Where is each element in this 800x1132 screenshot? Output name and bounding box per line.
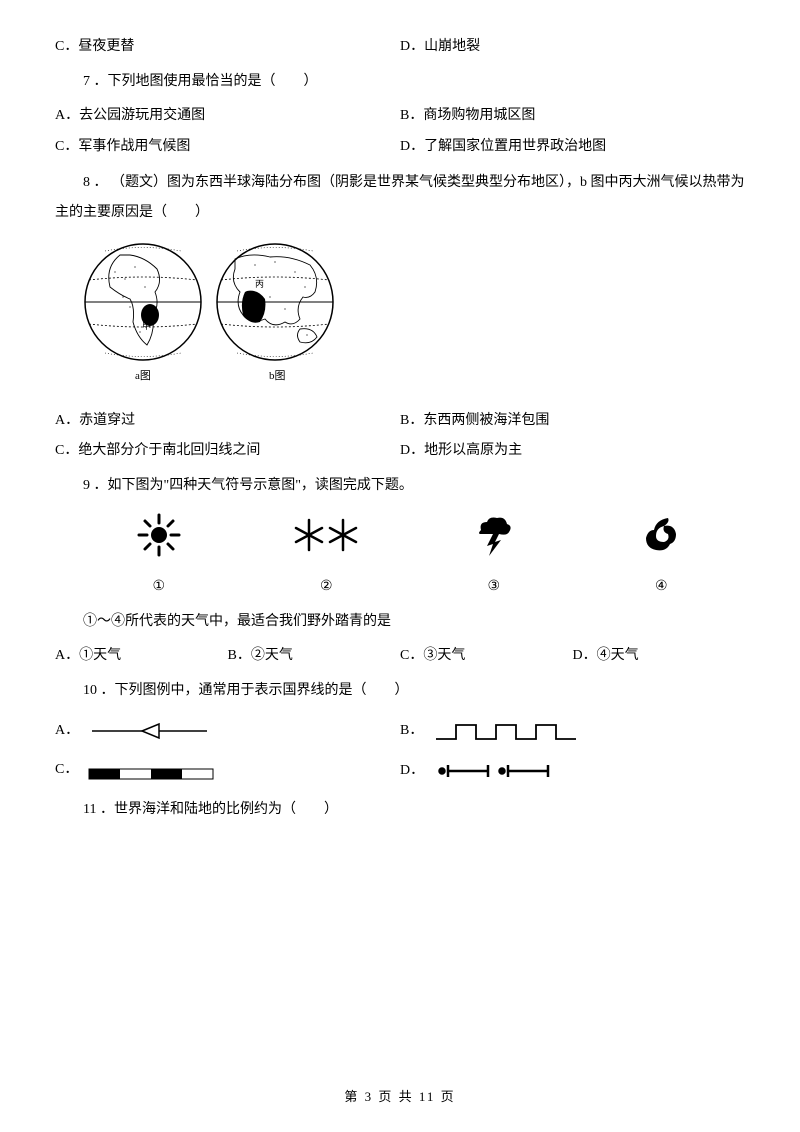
q10-text: 10 ．下列图例中，通常用于表示国界线的是（ ） bbox=[55, 678, 745, 705]
q9-option-c: C．③天气 bbox=[400, 643, 573, 670]
q10-c-label: C． bbox=[55, 757, 78, 784]
weather-label-2: ② bbox=[271, 574, 381, 601]
q10-option-a: A． bbox=[55, 717, 400, 745]
q8-option-c: C．绝大部分介于南北回归线之间 bbox=[55, 438, 400, 465]
q10-option-b: B． bbox=[400, 717, 745, 745]
q8-map-figure: 甲 a图 丙 b图 bbox=[75, 237, 745, 398]
q10-option-c: C． bbox=[55, 757, 400, 784]
q10-options-row2: C． D． bbox=[55, 757, 745, 785]
q9-option-b: B．②天气 bbox=[228, 643, 401, 670]
sun-icon bbox=[136, 512, 182, 558]
q8-options-row2: C．绝大部分介于南北回归线之间 D．地形以高原为主 bbox=[55, 438, 745, 465]
q8-option-a: A．赤道穿过 bbox=[55, 408, 400, 435]
legend-b-icon bbox=[431, 717, 581, 745]
q7-option-c: C．军事作战用气候图 bbox=[55, 134, 400, 161]
q8-option-d: D．地形以高原为主 bbox=[400, 438, 745, 465]
q8-options-row1: A．赤道穿过 B．东西两侧被海洋包围 bbox=[55, 408, 745, 435]
q9-subtext: ①～④所代表的天气中，最适合我们野外踏青的是 bbox=[55, 609, 745, 636]
q9-option-d: D．④天气 bbox=[573, 643, 746, 670]
q7-option-d: D．了解国家位置用世界政治地图 bbox=[400, 134, 745, 161]
page-footer: 第 3 页 共 11 页 bbox=[0, 1085, 800, 1110]
typhoon-icon bbox=[638, 512, 684, 558]
map-b-label: b图 bbox=[269, 369, 286, 382]
q7-option-b: B．商场购物用城区图 bbox=[400, 103, 745, 130]
q-prev-options: C．昼夜更替 D．山崩地裂 bbox=[55, 34, 745, 61]
q7-option-a: A．去公园游玩用交通图 bbox=[55, 103, 400, 130]
weather-label-4: ④ bbox=[606, 574, 716, 601]
snow-icon bbox=[291, 512, 361, 558]
q10-options-row1: A． B． bbox=[55, 717, 745, 745]
map-a-label: a图 bbox=[135, 369, 151, 382]
weather-icon-4: ④ bbox=[606, 512, 716, 601]
q9-option-a: A．①天气 bbox=[55, 643, 228, 670]
q-prev-option-c: C．昼夜更替 bbox=[55, 34, 400, 61]
q10-b-label: B． bbox=[400, 718, 423, 745]
legend-d-icon bbox=[432, 757, 572, 785]
q7-options-row1: A．去公园游玩用交通图 B．商场购物用城区图 bbox=[55, 103, 745, 130]
q10-a-label: A． bbox=[55, 718, 79, 745]
hemisphere-map-svg: 甲 a图 丙 b图 bbox=[75, 237, 345, 387]
weather-label-1: ① bbox=[104, 574, 214, 601]
q9-options: A．①天气 B．②天气 C．③天气 D．④天气 bbox=[55, 643, 745, 670]
q9-weather-icons: ① ② ③ ④ bbox=[75, 512, 745, 601]
q7-options-row2: C．军事作战用气候图 D．了解国家位置用世界政治地图 bbox=[55, 134, 745, 161]
q8-text: 8 ． （题文）图为东西半球海陆分布图（阴影是世界某气候类型典型分布地区），b … bbox=[55, 168, 745, 227]
thunderstorm-icon bbox=[471, 512, 517, 558]
map-label-bing: 丙 bbox=[255, 279, 264, 289]
weather-icon-1: ① bbox=[104, 512, 214, 601]
q10-d-label: D． bbox=[400, 758, 424, 785]
q7-text: 7 ．下列地图使用最恰当的是（ ） bbox=[55, 69, 745, 96]
legend-a-icon bbox=[87, 717, 217, 745]
map-label-jia: 甲 bbox=[142, 321, 151, 331]
weather-label-3: ③ bbox=[439, 574, 549, 601]
q9-text: 9 ．如下图为"四种天气符号示意图"，读图完成下题。 bbox=[55, 473, 745, 500]
legend-c-icon bbox=[86, 764, 216, 784]
q8-option-b: B．东西两侧被海洋包围 bbox=[400, 408, 745, 435]
weather-icon-3: ③ bbox=[439, 512, 549, 601]
q10-option-d: D． bbox=[400, 757, 745, 785]
q11-text: 11 ．世界海洋和陆地的比例约为（ ） bbox=[55, 797, 745, 824]
weather-icon-2: ② bbox=[271, 512, 381, 601]
q-prev-option-d: D．山崩地裂 bbox=[400, 34, 745, 61]
